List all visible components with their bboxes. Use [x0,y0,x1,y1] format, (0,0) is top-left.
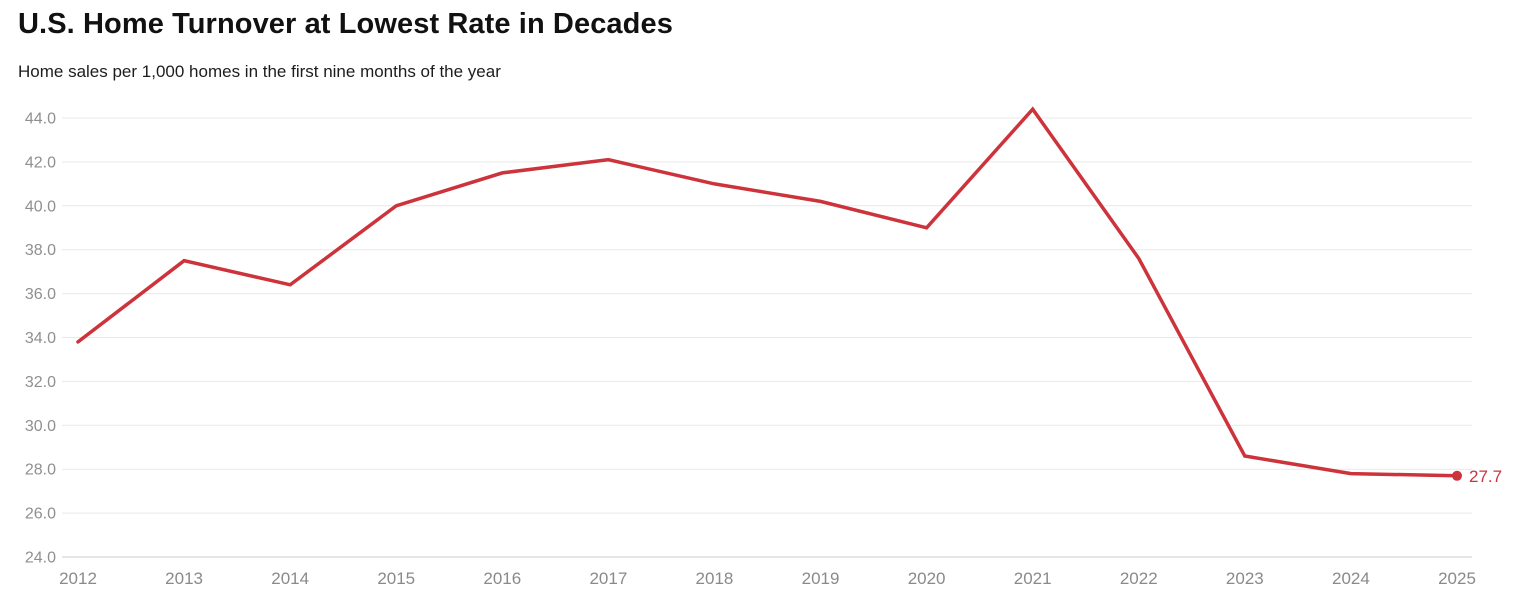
chart-subtitle: Home sales per 1,000 homes in the first … [18,62,501,81]
x-tick-label: 2025 [1438,569,1476,588]
y-tick-label: 30.0 [25,418,56,435]
y-tick-label: 26.0 [25,506,56,523]
x-tick-label: 2016 [483,569,521,588]
y-tick-label: 44.0 [25,111,56,128]
y-tick-label: 28.0 [25,462,56,479]
x-tick-label: 2021 [1014,569,1052,588]
y-tick-label: 38.0 [25,242,56,259]
x-tick-label: 2017 [589,569,627,588]
y-tick-label: 40.0 [25,198,56,215]
x-tick-label: 2018 [696,569,734,588]
y-tick-label: 24.0 [25,550,56,567]
trend-line [76,106,1459,478]
x-tick-label: 2012 [59,569,97,588]
x-tick-label: 2014 [271,569,309,588]
y-tick-label: 36.0 [25,286,56,303]
line-chart: 24.0 26.0 28.0 30.0 32.0 34.0 36.0 38.0 40.0 42.0… [25,106,1502,588]
end-value-label: 27.7 [1469,467,1502,486]
y-tick-label: 34.0 [25,330,56,347]
end-point-dot [1452,470,1462,481]
x-tick-label: 2015 [377,569,415,588]
x-tick-label: 2020 [908,569,946,588]
x-tick-label: 2019 [802,569,840,588]
chart-title: U.S. Home Turnover at Lowest Rate in Dec… [18,8,673,40]
x-tick-label: 2024 [1332,569,1370,588]
y-tick-label: 42.0 [25,154,56,171]
x-tick-label: 2023 [1226,569,1264,588]
x-tick-label: 2022 [1120,569,1158,588]
x-tick-label: 2013 [165,569,203,588]
y-tick-label: 32.0 [25,374,56,391]
